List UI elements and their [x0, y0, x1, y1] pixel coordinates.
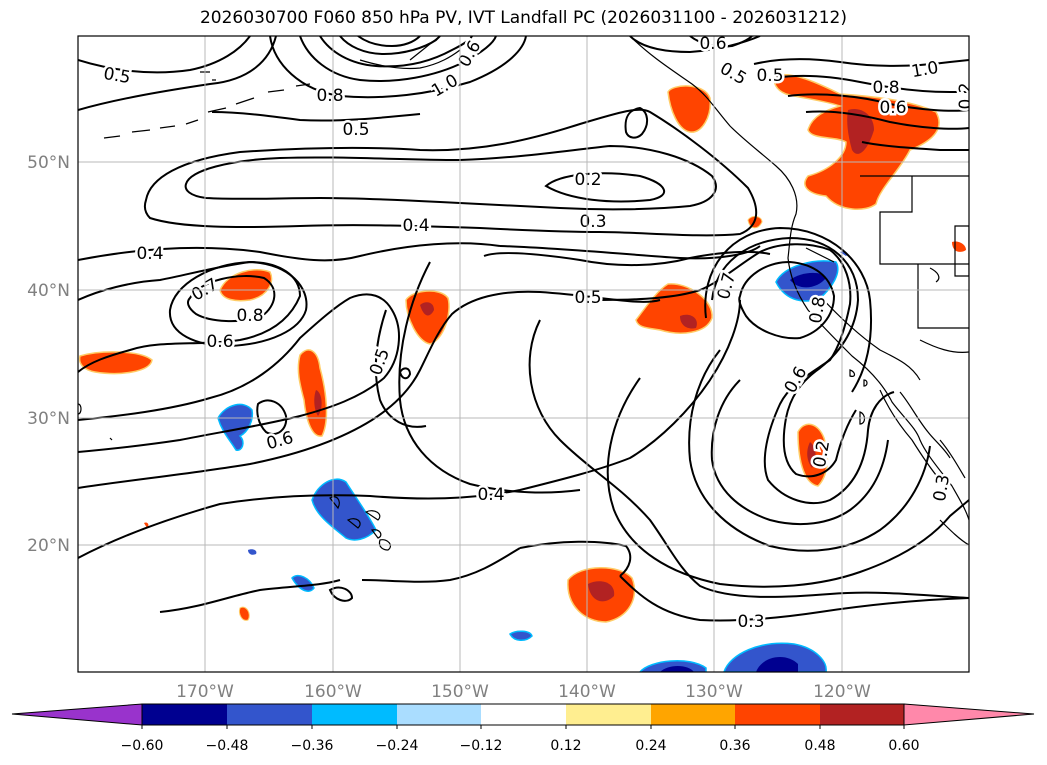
contour-label: 0.4: [477, 485, 504, 505]
colorbar-extend-right: [903, 703, 1035, 726]
colorbar-outline: [141, 703, 905, 726]
pv-contours: [78, 36, 969, 622]
colorbar-segment: [397, 704, 481, 725]
lat-label: 50°N: [27, 153, 70, 173]
lon-label: 160°W: [304, 682, 362, 702]
colorbar-segment: [481, 704, 566, 725]
colorbar-segment: [312, 704, 397, 725]
contour-label: 0.4: [136, 244, 163, 264]
contour-label: 0.3: [737, 612, 764, 632]
contour-label: 0.5: [756, 66, 783, 86]
colorbar-segment: [820, 704, 904, 725]
lon-label: 150°W: [431, 682, 489, 702]
colorbar-tick-label: −0.60: [121, 738, 164, 754]
lat-label: 20°N: [27, 536, 70, 556]
colorbar-segment: [735, 704, 820, 725]
contour-label: 0.8: [236, 306, 263, 326]
map-title: 2026030700 F060 850 hPa PV, IVT Landfall…: [199, 8, 847, 28]
contour-label: 0.6: [879, 98, 906, 118]
colorbar: −0.60 −0.48 −0.36 −0.24 −0.12 0.12 0.24 …: [11, 703, 1035, 754]
longitude-labels: 170°W 160°W 150°W 140°W 130°W 120°W: [176, 682, 871, 702]
lat-label: 40°N: [27, 281, 70, 301]
lon-label: 140°W: [558, 682, 616, 702]
contour-label: 0.6: [699, 34, 726, 54]
map-frame: [77, 35, 970, 673]
colorbar-tick-label: 0.24: [635, 738, 666, 754]
colorbar-tick-label: −0.48: [206, 738, 249, 754]
contour-label: 0.3: [930, 473, 954, 503]
islands: [78, 36, 868, 551]
contour-label: 0.4: [402, 216, 429, 236]
contour-label: 0.2: [574, 170, 601, 190]
contour-label: 0.5: [574, 288, 601, 308]
contour-label: 0.5: [342, 120, 369, 140]
colorbar-tick-label: 0.36: [719, 738, 750, 754]
colorbar-segment: [566, 704, 651, 725]
latitude-labels: 50°N 40°N 30°N 20°N: [27, 153, 70, 556]
colorbar-extend-left: [11, 703, 143, 726]
colorbar-segment: [651, 704, 735, 725]
colorbar-tick-label: 0.12: [550, 738, 581, 754]
colorbar-tick-label: 0.60: [888, 738, 919, 754]
lon-label: 120°W: [813, 682, 871, 702]
contour-label: 0.2: [956, 82, 976, 109]
colorbar-ticks: [141, 725, 905, 729]
colorbar-tick-label: 0.48: [804, 738, 835, 754]
contour-label: 0.3: [579, 212, 606, 232]
contour-label: 0.8: [316, 86, 343, 106]
colorbar-segment: [142, 704, 227, 725]
map-background: [78, 36, 969, 672]
contour-label: 0.6: [206, 332, 233, 352]
contour-label: 0.8: [872, 78, 899, 98]
colorbar-segment: [227, 704, 312, 725]
colorbar-tick-label: −0.12: [460, 738, 503, 754]
lat-label: 30°N: [27, 409, 70, 429]
colorbar-tick-label: −0.24: [376, 738, 419, 754]
gridlines: [78, 36, 969, 672]
coastline-north-america: [629, 36, 969, 546]
colorbar-tick-label: −0.36: [291, 738, 334, 754]
lon-label: 130°W: [685, 682, 743, 702]
lon-label: 170°W: [176, 682, 234, 702]
